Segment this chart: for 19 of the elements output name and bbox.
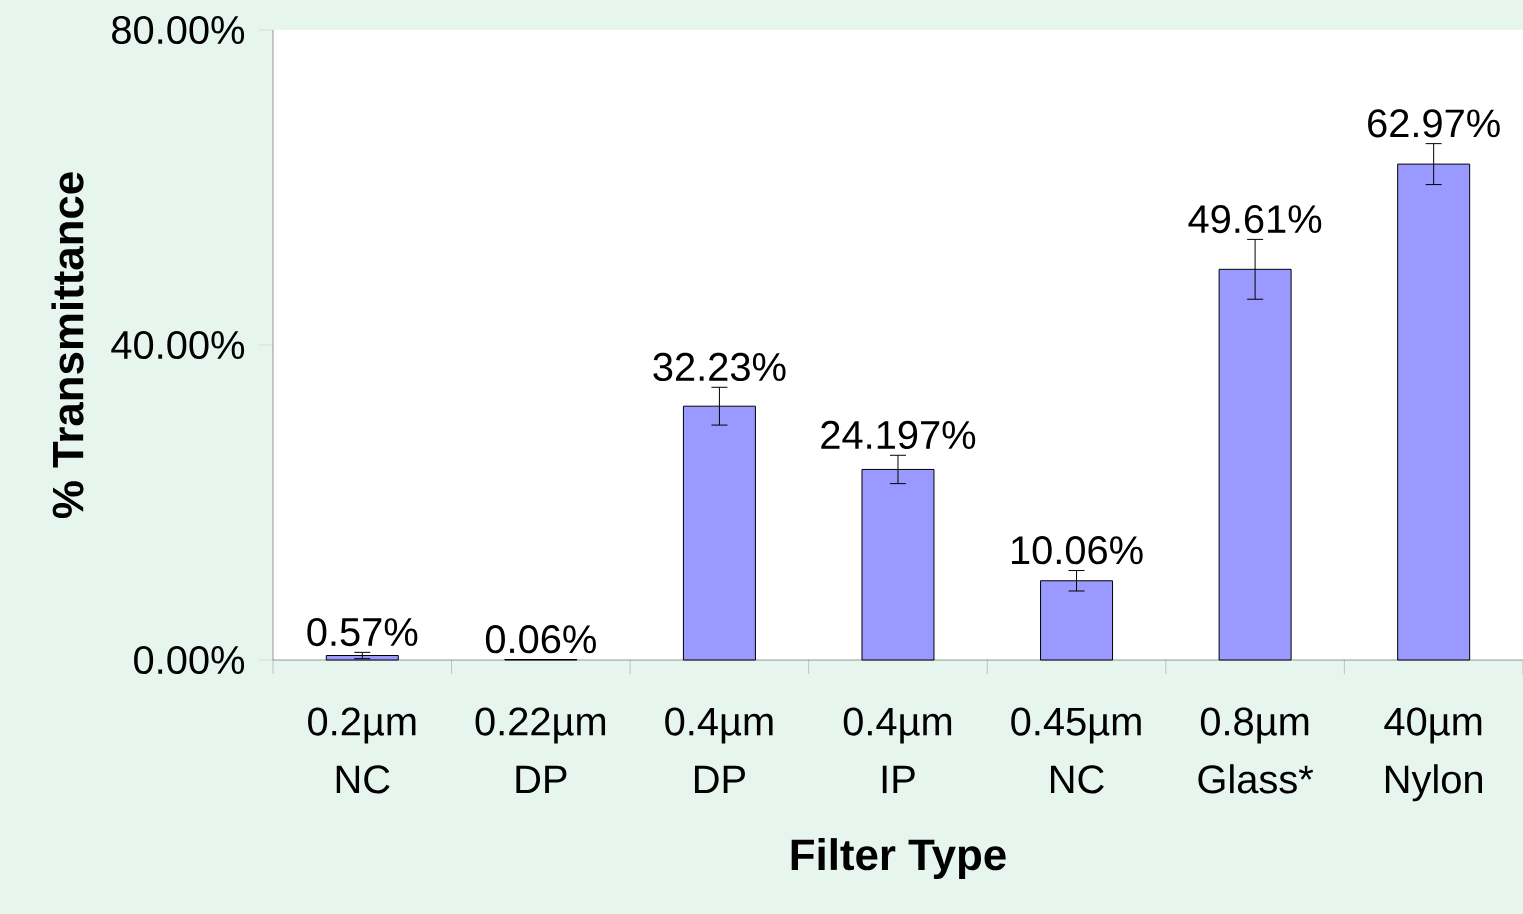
x-axis-title: Filter Type [791,838,1006,879]
y-tick-label: 40.00% [111,330,245,360]
y-tick-label: 80.00% [112,15,245,45]
data-label: 24.197% [821,420,976,450]
x-tick-label: 40µm Nylon [1384,707,1482,802]
x-tick-label: 0.2µm NC [308,707,416,794]
x-tick-label: 0.45µm NC [1011,707,1141,794]
data-label: 0.57% [307,617,418,647]
x-tick-label: 0.4µm IP [843,707,952,794]
data-label: 32.23% [653,352,786,382]
y-axis-title: % Transmittance [51,172,84,519]
data-label: 62.97% [1368,109,1500,138]
x-tick-label: 0.22µm DP [475,707,606,794]
data-label: 0.06% [485,625,596,654]
data-label: 10.06% [1011,536,1143,565]
x-tick-label: 0.8µm Glass* [1198,707,1314,794]
y-tick-label: 0.00% [134,645,245,675]
data-label: 49.61% [1188,204,1322,234]
x-tick-label: 0.4µm DP [665,707,773,794]
